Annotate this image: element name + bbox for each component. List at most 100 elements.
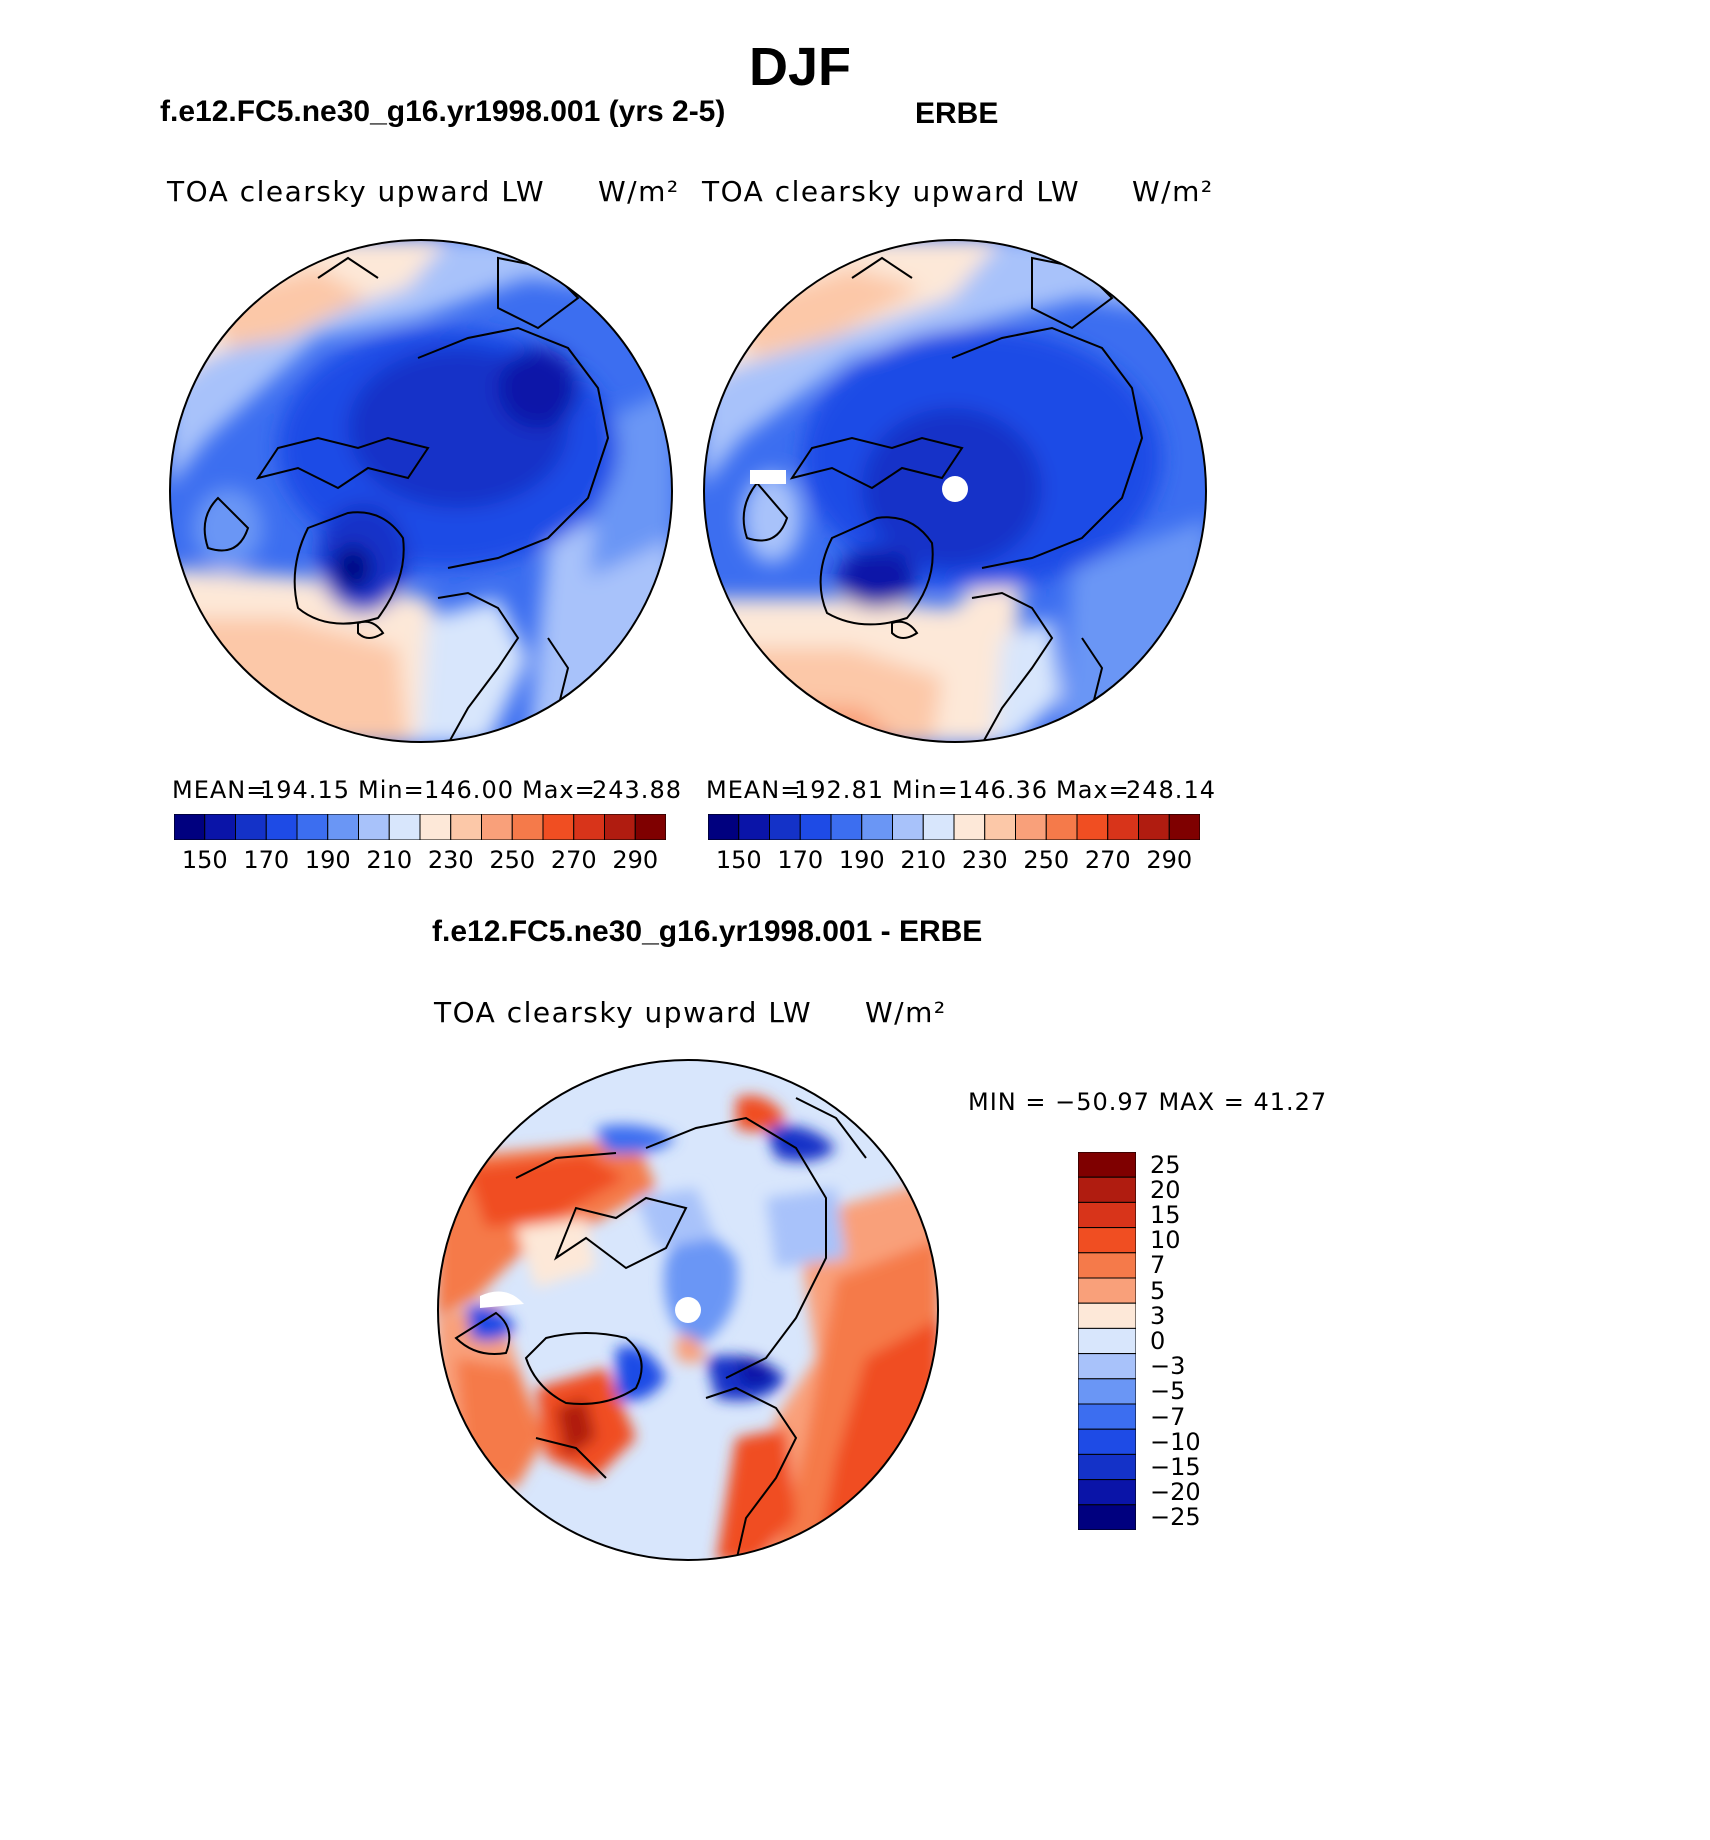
model-min-value: 146.00 xyxy=(424,776,514,804)
colorbar-box xyxy=(1138,814,1170,840)
colorbar-box xyxy=(204,814,236,840)
obs-colorbar-ticks: 150 170 190 210 230 250 270 290 xyxy=(708,846,1200,876)
diff-colorbar-tick-label: −10 xyxy=(1150,1427,1201,1456)
colorbar-box xyxy=(1045,814,1078,840)
colorbar-box xyxy=(296,814,329,840)
panel-obs-variable-label: TOA clearsky upward LW xyxy=(702,175,1081,208)
obs-min-value: 146.36 xyxy=(958,776,1048,804)
diff-colorbar-box xyxy=(1078,1227,1136,1254)
colorbar-tick-label: 150 xyxy=(181,846,228,874)
colorbar-box xyxy=(573,814,605,840)
panel-obs-title: ERBE xyxy=(915,97,999,130)
diff-colorbar-box xyxy=(1078,1479,1136,1506)
colorbar-tick-label: 290 xyxy=(612,846,659,874)
colorbar-box xyxy=(235,814,267,840)
model-polar-map xyxy=(169,239,673,743)
colorbar-tick-label: 190 xyxy=(304,846,351,874)
diff-colorbar-tick-label: −3 xyxy=(1150,1352,1186,1381)
colorbar-box xyxy=(769,814,801,840)
obs-mean-value: 192.81 xyxy=(794,776,884,804)
obs-colorbar xyxy=(708,814,1200,840)
colorbar-box xyxy=(634,814,666,840)
diff-colorbar-box xyxy=(1078,1378,1136,1405)
obs-max-label: Max= xyxy=(1056,776,1130,804)
diff-minmax: MIN = −50.97 MAX = 41.27 xyxy=(968,1088,1328,1116)
colorbar-box xyxy=(708,814,740,840)
diff-colorbar-box xyxy=(1078,1201,1136,1229)
panel-model-variable-label: TOA clearsky upward LW xyxy=(167,175,546,208)
colorbar-box xyxy=(511,814,544,840)
model-mean-label: MEAN= xyxy=(172,776,268,804)
diff-colorbar-tick-label: −25 xyxy=(1150,1503,1201,1532)
diff-colorbar-box xyxy=(1078,1152,1136,1178)
diff-colorbar-tick-label: 25 xyxy=(1150,1150,1181,1179)
diff-colorbar-box xyxy=(1078,1504,1136,1530)
colorbar-tick-label: 270 xyxy=(1084,846,1131,874)
diff-colorbar-box xyxy=(1078,1428,1136,1455)
obs-min-label: Min= xyxy=(892,776,959,804)
colorbar-tick-label: 210 xyxy=(366,846,413,874)
colorbar-box xyxy=(481,814,513,840)
diff-colorbar-box xyxy=(1078,1353,1136,1380)
diff-colorbar-tick-label: 7 xyxy=(1150,1251,1166,1280)
colorbar-tick-label: 270 xyxy=(550,846,597,874)
colorbar-box xyxy=(861,814,893,840)
colorbar-box xyxy=(358,814,390,840)
diff-colorbar-tick-label: 0 xyxy=(1150,1327,1166,1355)
panel-model-title: f.e12.FC5.ne30_g16.yr1998.001 (yrs 2-5) xyxy=(160,95,726,128)
colorbar-box xyxy=(174,814,206,840)
colorbar-tick-label: 150 xyxy=(715,846,762,874)
diff-colorbar-ticks: 25 20 15 10 7 5 3 0 −3 −5 −7 −10 −15 −20 −25 xyxy=(1150,1150,1250,1532)
obs-mean-label: MEAN= xyxy=(706,776,802,804)
colorbar-box xyxy=(450,814,482,840)
diff-colorbar-tick-label: −20 xyxy=(1150,1478,1201,1507)
diff-panel-title: f.e12.FC5.ne30_g16.yr1998.001 - ERBE xyxy=(432,915,983,948)
main-title: DJF xyxy=(748,37,851,97)
diff-colorbar xyxy=(1078,1152,1136,1530)
colorbar-box xyxy=(738,814,770,840)
colorbar-box xyxy=(953,814,986,840)
colorbar-box xyxy=(1076,814,1109,840)
diff-colorbar-box xyxy=(1078,1252,1136,1279)
obs-polar-map xyxy=(703,239,1207,743)
diff-colorbar-tick-label: −15 xyxy=(1150,1453,1201,1481)
obs-max-value: 248.14 xyxy=(1126,776,1216,804)
model-max-label: Max= xyxy=(522,776,596,804)
diff-colorbar-tick-label: −7 xyxy=(1150,1402,1186,1431)
colorbar-tick-label: 250 xyxy=(1023,846,1070,874)
diff-colorbar-tick-label: −5 xyxy=(1150,1377,1186,1406)
colorbar-box xyxy=(388,814,421,840)
model-mean-value: 194.15 xyxy=(260,776,350,804)
panel-obs-units: W/m² xyxy=(1132,175,1214,208)
colorbar-box xyxy=(1168,814,1200,840)
colorbar-box xyxy=(542,814,575,840)
colorbar-tick-label: 230 xyxy=(961,846,1008,874)
colorbar-tick-label: 250 xyxy=(489,846,536,874)
colorbar-box xyxy=(1107,814,1139,840)
colorbar-box xyxy=(265,814,298,840)
colorbar-tick-label: 230 xyxy=(427,846,474,874)
model-colorbar xyxy=(174,814,666,840)
colorbar-box xyxy=(922,814,955,840)
colorbar-box xyxy=(604,814,636,840)
diff-colorbar-tick-label: 5 xyxy=(1150,1276,1166,1305)
colorbar-tick-label: 190 xyxy=(838,846,885,874)
colorbar-tick-label: 290 xyxy=(1146,846,1193,874)
model-colorbar-ticks: 150 170 190 210 230 250 270 290 xyxy=(174,846,666,876)
diff-colorbar-tick-label: 3 xyxy=(1150,1301,1166,1330)
diff-polar-map xyxy=(437,1059,939,1561)
colorbar-box xyxy=(1015,814,1047,840)
model-min-label: Min= xyxy=(358,776,425,804)
colorbar-box xyxy=(799,814,832,840)
colorbar-box xyxy=(830,814,863,840)
colorbar-tick-label: 170 xyxy=(243,846,290,874)
diff-colorbar-box xyxy=(1078,1277,1136,1304)
colorbar-tick-label: 210 xyxy=(900,846,947,874)
diff-colorbar-tick-label: 10 xyxy=(1150,1226,1181,1255)
diff-variable-label: TOA clearsky upward LW xyxy=(434,996,813,1029)
diff-colorbar-box xyxy=(1078,1327,1136,1355)
diff-colorbar-box xyxy=(1078,1302,1136,1329)
diff-colorbar-box xyxy=(1078,1176,1136,1203)
diff-colorbar-tick-label: 20 xyxy=(1150,1175,1181,1204)
diff-colorbar-box xyxy=(1078,1453,1136,1481)
